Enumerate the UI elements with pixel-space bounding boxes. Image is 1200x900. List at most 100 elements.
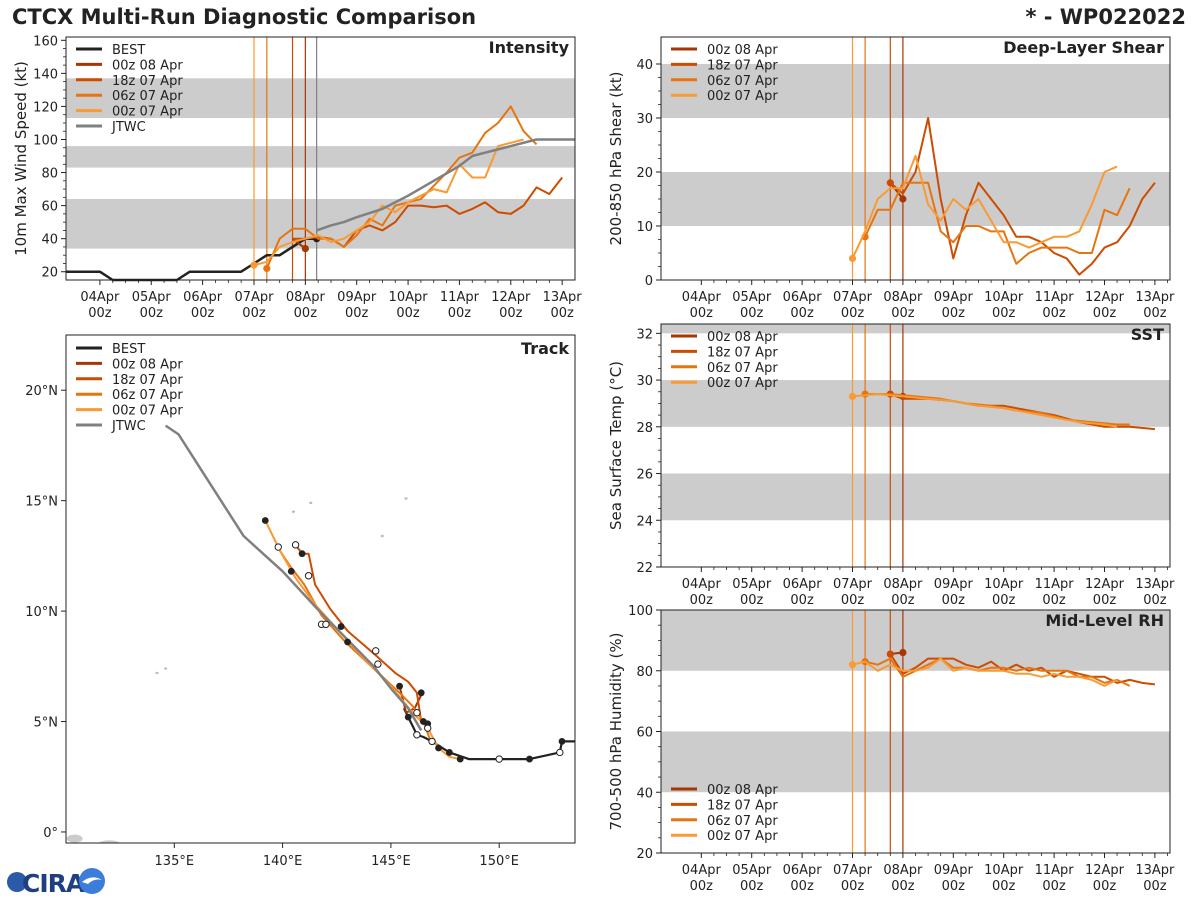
track-ytick-label: 20°N: [25, 384, 58, 399]
intensity-series-point: [263, 264, 271, 273]
sst-ytick-label: 26: [636, 468, 653, 483]
sst-xtick-label-hour: 00z: [1143, 593, 1167, 608]
cira-logo: CIRA: [7, 868, 105, 898]
intensity-series-line: [253, 138, 524, 267]
track-point-12z: [374, 660, 382, 668]
intensity-series-point: [301, 244, 309, 253]
rh-xtick-label-date: 05Apr: [732, 863, 772, 878]
rh-series-point: [886, 650, 894, 658]
sst-ytick-label: 28: [636, 421, 653, 436]
rh-ytick-label: 20: [636, 847, 653, 862]
track-line: [294, 544, 423, 722]
intensity-xtick-label-date: 06Apr: [183, 290, 223, 305]
shear-legend-label: 00z 07 Apr: [707, 89, 778, 104]
intensity-xtick-label-date: 08Apr: [286, 290, 326, 305]
shear-xtick-label-hour: 00z: [841, 306, 865, 321]
track-point-12z: [413, 731, 421, 739]
track-legend-label: 18z 07 Apr: [112, 373, 183, 388]
track-island: [404, 497, 408, 500]
sst-xtick-label-hour: 00z: [690, 593, 714, 608]
sst-ytick-label: 32: [636, 327, 653, 342]
intensity-ytick-label: 100: [33, 133, 58, 148]
sst-xtick-label-date: 04Apr: [682, 577, 722, 592]
intensity-series-point: [250, 261, 258, 269]
intensity-ytick-label: 120: [33, 100, 58, 115]
intensity-xtick-label-date: 13Apr: [543, 290, 583, 305]
sst-legend-label: 18z 07 Apr: [707, 345, 778, 360]
rh-xtick-label-date: 12Apr: [1085, 863, 1125, 878]
rh-series-line: [889, 653, 1156, 686]
rh-legend-label: 18z 07 Apr: [707, 798, 778, 813]
track-land-halmahera: [66, 834, 83, 843]
track-point-00z: [337, 623, 345, 630]
sst-ytick-label: 30: [636, 374, 653, 389]
shear-panel-title: Deep-Layer Shear: [1003, 38, 1164, 57]
intensity-band: [66, 146, 575, 168]
rh-xtick-label-date: 11Apr: [1035, 863, 1075, 878]
rh-panel-title: Mid-Level RH: [1045, 611, 1164, 630]
rh-series-point: [848, 661, 857, 669]
shear-legend-label: 06z 07 Apr: [707, 74, 778, 89]
rh-xtick-label-date: 10Apr: [984, 863, 1024, 878]
track-panel-title: Track: [521, 339, 569, 358]
intensity-xtick-label-hour: 00z: [88, 306, 112, 321]
rh-ytick-label: 80: [636, 665, 653, 680]
intensity-legend-label: 00z 08 Apr: [112, 58, 183, 73]
sst-xtick-label-hour: 00z: [1093, 593, 1117, 608]
intensity-xtick-label-date: 05Apr: [132, 290, 172, 305]
shear-xtick-label-date: 11Apr: [1035, 290, 1075, 305]
shear-ytick-label: 20: [636, 166, 653, 181]
intensity-ytick-label: 80: [41, 167, 58, 182]
shear-xtick-label-date: 04Apr: [682, 290, 722, 305]
intensity-ylabel: 10m Max Wind Speed (kt): [12, 61, 30, 256]
intensity-xtick-label-date: 11Apr: [440, 290, 480, 305]
track-point-00z: [404, 713, 412, 721]
track-ytick-label: 15°N: [25, 495, 58, 510]
sst-xtick-label-hour: 00z: [841, 593, 865, 608]
rh-band: [661, 731, 1170, 793]
rh-series-line: [864, 657, 1131, 687]
shear-series-point: [899, 195, 907, 203]
track-line: [402, 707, 575, 761]
sst-xtick-label-date: 13Apr: [1135, 577, 1175, 592]
track-xtick-label: 140°E: [263, 854, 303, 869]
rh-ytick-label: 40: [636, 786, 653, 801]
track-ytick-label: 10°N: [25, 605, 58, 620]
track-point-00z: [396, 682, 403, 690]
intensity-legend-label: 18z 07 Apr: [112, 74, 183, 89]
rh-xtick-label-hour: 00z: [790, 879, 814, 894]
shear-xtick-label-date: 09Apr: [934, 290, 974, 305]
rh-xtick-label-hour: 00z: [1143, 879, 1167, 894]
shear-series-point: [886, 179, 894, 187]
intensity-xtick-label-hour: 00z: [191, 306, 215, 321]
track-legend-label: 00z 07 Apr: [112, 404, 183, 419]
shear-xtick-label-hour: 00z: [740, 306, 764, 321]
rh-xtick-label-hour: 00z: [841, 879, 865, 894]
shear-xtick-label-hour: 00z: [942, 306, 966, 321]
sst-xtick-label-date: 07Apr: [833, 577, 873, 592]
intensity-ytick-label: 140: [33, 67, 58, 82]
intensity-band: [66, 78, 575, 118]
intensity-xtick-label-hour: 00z: [448, 306, 472, 321]
sst-band: [661, 473, 1170, 521]
sst-xtick-label-hour: 00z: [740, 593, 764, 608]
sst-xtick-label-hour: 00z: [1042, 593, 1066, 608]
track-point-12z: [556, 748, 564, 757]
shear-ylabel: 200-850 hPa Shear (kt): [607, 72, 625, 246]
track-point-12z: [428, 737, 436, 746]
rh-xtick-label-hour: 00z: [992, 879, 1016, 894]
shear-xtick-label-hour: 00z: [1093, 306, 1117, 321]
logo-swoosh: [82, 877, 102, 884]
track-point-00z: [456, 755, 464, 763]
intensity-legend-label: BEST: [112, 43, 145, 58]
sst-xtick-label-date: 10Apr: [984, 577, 1024, 592]
track-legend-label: BEST: [112, 342, 145, 357]
rh-xtick-label-date: 07Apr: [833, 863, 873, 878]
intensity-xtick-label-date: 07Apr: [234, 290, 274, 305]
track-line: [164, 424, 423, 732]
track-xtick-label: 150°E: [479, 854, 519, 869]
rh-xtick-label-hour: 00z: [740, 879, 764, 894]
intensity-ytick-label: 40: [41, 233, 58, 248]
